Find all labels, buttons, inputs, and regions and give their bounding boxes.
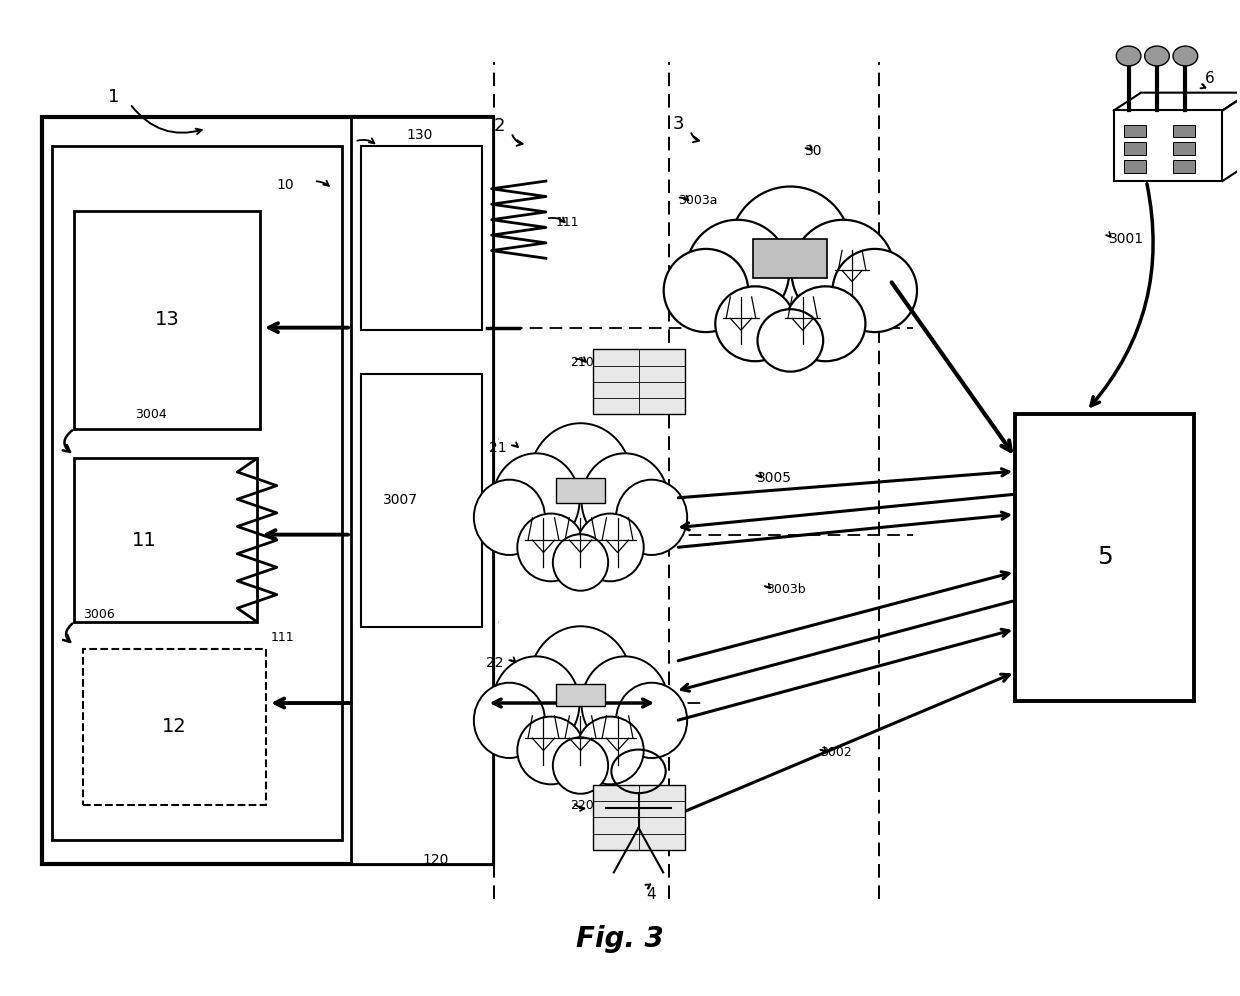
Bar (52, 146, 342, 840)
Ellipse shape (529, 626, 632, 739)
Text: 3002: 3002 (820, 746, 852, 759)
Bar (1123, 142, 1146, 155)
Text: 6: 6 (1205, 71, 1215, 86)
Text: 3006: 3006 (83, 609, 115, 622)
Ellipse shape (832, 249, 918, 332)
Text: 3003b: 3003b (765, 583, 805, 596)
Text: 11: 11 (131, 531, 156, 550)
Bar (556, 478, 605, 503)
Ellipse shape (791, 220, 895, 324)
Circle shape (1145, 46, 1169, 66)
Bar (351, 117, 492, 865)
Text: 3007: 3007 (383, 493, 418, 508)
Bar (556, 684, 605, 706)
Ellipse shape (582, 453, 668, 548)
Ellipse shape (492, 656, 579, 750)
Text: 30: 30 (805, 144, 822, 158)
Text: 12: 12 (162, 717, 187, 736)
Text: 4: 4 (646, 886, 656, 901)
Text: 2: 2 (494, 117, 505, 134)
Ellipse shape (786, 286, 866, 362)
Text: 3001: 3001 (1109, 231, 1145, 245)
Ellipse shape (517, 514, 584, 582)
Ellipse shape (474, 682, 544, 758)
Text: 22: 22 (486, 656, 503, 670)
Bar (1173, 160, 1195, 173)
Text: 111: 111 (270, 631, 294, 644)
Ellipse shape (577, 716, 644, 784)
Ellipse shape (529, 423, 632, 536)
Text: 3005: 3005 (758, 471, 792, 485)
Text: 1: 1 (108, 88, 119, 106)
Circle shape (1173, 46, 1198, 66)
Ellipse shape (686, 220, 789, 324)
Text: 120: 120 (423, 853, 449, 867)
Text: 3: 3 (672, 115, 683, 132)
Ellipse shape (758, 309, 823, 372)
Text: 130: 130 (407, 128, 433, 142)
Text: 210: 210 (570, 356, 594, 369)
Ellipse shape (474, 480, 544, 555)
Bar (1016, 413, 1194, 701)
Ellipse shape (715, 286, 795, 362)
Bar (361, 374, 482, 626)
Bar (593, 350, 686, 413)
Ellipse shape (577, 514, 644, 582)
Bar (74, 458, 257, 622)
Ellipse shape (616, 682, 687, 758)
Bar (83, 648, 265, 805)
Ellipse shape (729, 186, 852, 312)
Bar (42, 117, 492, 865)
Ellipse shape (517, 716, 584, 784)
Text: 3004: 3004 (135, 408, 166, 421)
Bar (361, 146, 482, 330)
Bar (1173, 142, 1195, 155)
Ellipse shape (553, 534, 608, 591)
Text: 10: 10 (277, 178, 294, 192)
Ellipse shape (492, 453, 579, 548)
Bar (754, 238, 827, 278)
Bar (1123, 124, 1146, 137)
Bar (74, 211, 259, 428)
Text: 13: 13 (155, 310, 180, 330)
Text: 220: 220 (570, 799, 594, 812)
Ellipse shape (553, 737, 608, 794)
Ellipse shape (663, 249, 748, 332)
Text: 3003a: 3003a (678, 194, 718, 207)
Circle shape (1116, 46, 1141, 66)
Bar (1173, 124, 1195, 137)
Bar (593, 785, 686, 850)
Ellipse shape (616, 480, 687, 555)
Text: Fig. 3: Fig. 3 (577, 924, 663, 953)
Text: 5: 5 (1096, 546, 1112, 570)
Text: 21: 21 (489, 441, 506, 455)
Bar (1123, 160, 1146, 173)
Ellipse shape (582, 656, 668, 750)
Text: 111: 111 (556, 216, 579, 229)
